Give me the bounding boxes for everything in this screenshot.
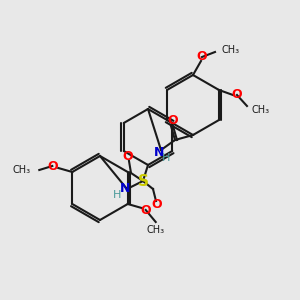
Text: S: S [137,175,148,190]
Text: N: N [120,182,130,196]
Text: CH₃: CH₃ [12,165,30,175]
Text: N: N [154,146,164,158]
Text: O: O [47,160,58,172]
Text: O: O [168,113,178,127]
Text: O: O [232,88,242,101]
Text: O: O [197,50,207,64]
Text: H: H [113,190,121,200]
Text: H: H [162,153,170,163]
Text: O: O [140,203,151,217]
Text: CH₃: CH₃ [252,105,270,115]
Text: CH₃: CH₃ [147,225,165,235]
Text: CH₃: CH₃ [221,45,239,55]
Text: O: O [152,199,162,212]
Text: O: O [123,151,133,164]
